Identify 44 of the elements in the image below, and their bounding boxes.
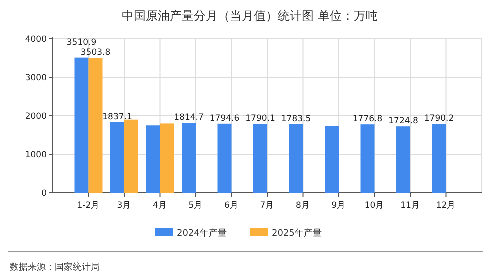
bar [110, 122, 124, 193]
x-tick-label: 4月 [153, 201, 168, 211]
data-label: 1790.1 [246, 114, 276, 124]
data-label: 1837.1 [102, 112, 132, 122]
bar [74, 58, 89, 193]
bar [432, 124, 446, 193]
bar [360, 124, 375, 193]
x-tick-label: 9月 [332, 201, 346, 211]
bar [396, 126, 410, 193]
bar [160, 124, 174, 193]
data-label: 1724.8 [388, 116, 418, 127]
x-tick-label: 11月 [400, 201, 420, 211]
source-note: 数据来源：国家统计局 [10, 262, 100, 273]
legend-label: 2024年产量 [177, 228, 227, 239]
data-label: 1783.5 [281, 114, 312, 124]
y-tick-label: 0 [42, 189, 47, 199]
bar [218, 124, 232, 193]
legend-label: 2025年产量 [272, 228, 322, 239]
data-label: 1790.2 [424, 114, 454, 124]
x-tick-label: 3月 [117, 201, 132, 211]
bar [124, 120, 138, 193]
x-tick-label: 5月 [188, 201, 204, 211]
bar [289, 124, 304, 193]
data-label: 3510.9 [66, 38, 97, 48]
bar [182, 123, 196, 193]
x-tick-label: 8月 [296, 201, 310, 211]
y-tick-label: 3000 [25, 74, 47, 84]
data-label: 3503.8 [80, 48, 111, 58]
y-tick-label: 2000 [25, 112, 47, 122]
x-tick-label: 10月 [364, 201, 385, 211]
x-tick-label: 7月 [260, 201, 275, 211]
y-tick-label: 1000 [25, 150, 47, 160]
x-tick-label: 12月 [436, 201, 456, 211]
data-label: 1776.8 [352, 114, 383, 125]
data-label: 1814.7 [174, 113, 204, 124]
data-label: 1794.6 [210, 114, 240, 124]
bar [88, 58, 103, 193]
y-tick-label: 4000 [25, 35, 47, 45]
x-tick-label: 1-2月 [77, 201, 100, 211]
bar [325, 126, 339, 193]
bar [146, 126, 160, 193]
x-tick-label: 6月 [224, 201, 239, 211]
bar [254, 124, 268, 193]
chart-title: 中国原油产量分月（当月值）统计图 单位：万吨 [122, 9, 378, 23]
